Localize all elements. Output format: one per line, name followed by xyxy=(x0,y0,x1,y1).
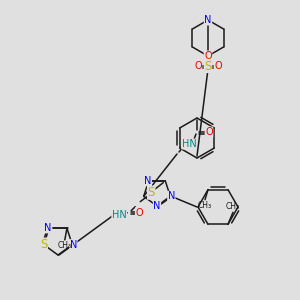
Text: N: N xyxy=(70,240,77,250)
Text: S: S xyxy=(40,238,47,251)
Text: O: O xyxy=(205,127,213,137)
Text: O: O xyxy=(214,61,222,71)
Text: O: O xyxy=(204,51,212,61)
Text: O: O xyxy=(194,61,202,71)
Text: CH₃: CH₃ xyxy=(58,242,72,250)
Text: N: N xyxy=(144,176,152,186)
Text: S: S xyxy=(148,186,155,199)
Text: O: O xyxy=(135,208,143,218)
Text: S: S xyxy=(204,59,212,73)
Text: N: N xyxy=(153,201,161,211)
Text: N: N xyxy=(204,15,212,25)
Text: HN: HN xyxy=(182,139,196,149)
Text: CH₃: CH₃ xyxy=(226,202,240,211)
Text: HN: HN xyxy=(112,210,127,220)
Text: N: N xyxy=(168,191,175,201)
Text: N: N xyxy=(44,223,52,233)
Text: CH₃: CH₃ xyxy=(198,201,212,210)
